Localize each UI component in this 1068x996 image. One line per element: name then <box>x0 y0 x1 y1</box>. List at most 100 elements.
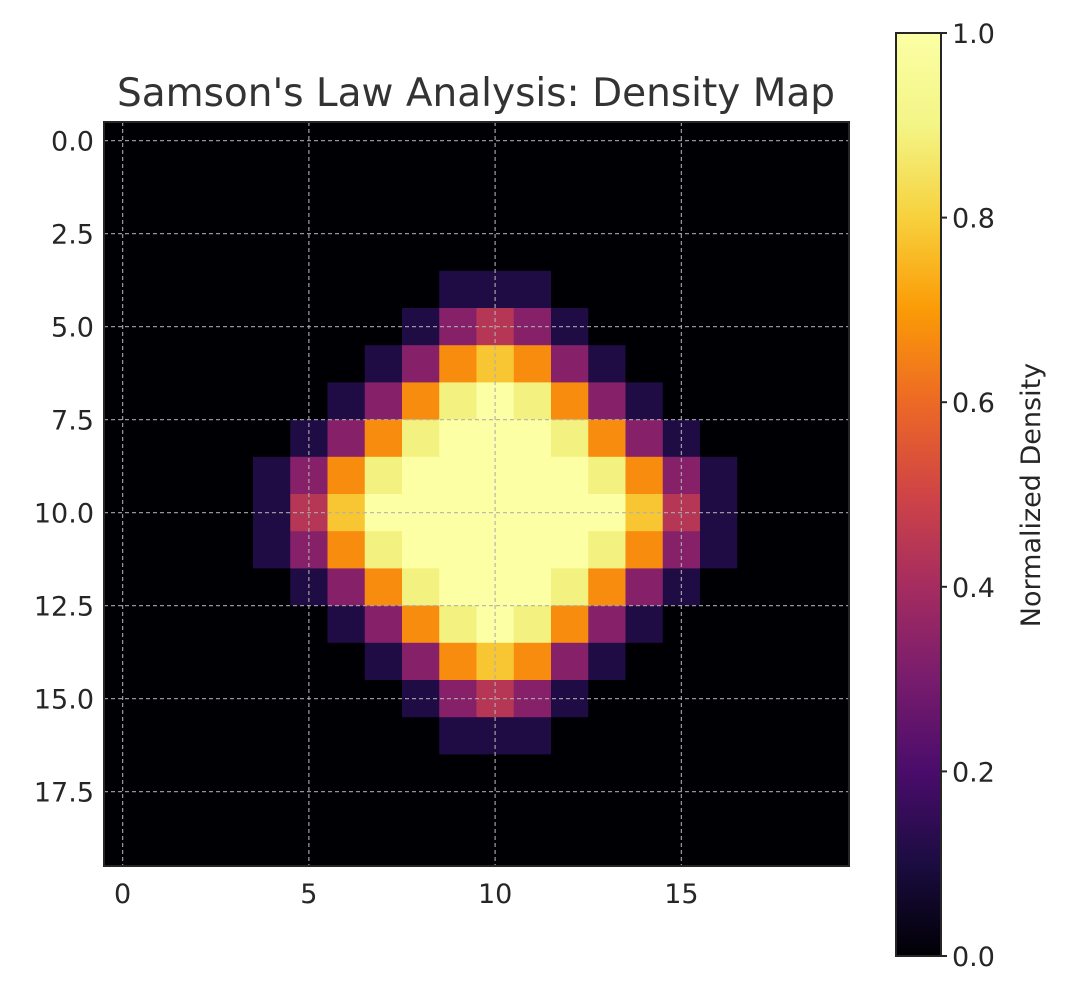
heatmap-cell <box>327 531 366 569</box>
grid-lines <box>104 122 849 866</box>
heatmap-cell <box>327 568 366 607</box>
y-tick-label: 12.5 <box>34 592 94 623</box>
heatmap-cell <box>364 754 403 793</box>
heatmap-cell <box>439 605 478 644</box>
heatmap-cell <box>588 494 627 532</box>
x-tick-label: 10 <box>478 879 512 910</box>
heatmap-cell <box>327 605 366 644</box>
heatmap-cell <box>700 382 738 421</box>
y-tick-label: 0.0 <box>51 127 94 158</box>
heatmap-cell <box>141 791 180 830</box>
heatmap-cell <box>737 791 776 830</box>
heatmap-cell <box>513 791 552 830</box>
heatmap-cell <box>178 345 217 383</box>
heatmap-cell <box>178 159 217 197</box>
heatmap-cell <box>551 456 589 495</box>
heatmap-cell <box>588 159 627 197</box>
heatmap-cell <box>588 456 627 495</box>
heatmap-cell <box>178 754 217 793</box>
heatmap-cell <box>551 754 589 793</box>
chart-title: Samson's Law Analysis: Density Map <box>117 71 835 116</box>
heatmap-cell <box>104 122 142 160</box>
heatmap-cell <box>402 382 440 421</box>
heatmap-cell <box>327 754 366 793</box>
heatmap-cell <box>551 196 589 235</box>
heatmap-cell <box>513 754 552 793</box>
heatmap-cell <box>327 456 366 495</box>
heatmap-cell <box>774 754 813 793</box>
heatmap-cell <box>625 605 664 644</box>
heatmap-cell <box>551 159 589 197</box>
heatmap-cell <box>513 642 552 681</box>
heatmap-cell <box>327 159 366 197</box>
heatmap-cell <box>774 791 813 830</box>
heatmap-cells <box>104 122 850 867</box>
heatmap-cell <box>551 717 589 755</box>
heatmap-cell <box>178 568 217 607</box>
heatmap-cell <box>364 345 403 383</box>
heatmap-cell <box>364 382 403 421</box>
heatmap-cell <box>700 717 738 755</box>
heatmap-cell <box>811 270 850 309</box>
heatmap-cell <box>551 345 589 383</box>
heatmap-cell <box>141 754 180 793</box>
heatmap-cell <box>811 419 850 458</box>
heatmap-cell <box>625 382 664 421</box>
heatmap-cell <box>178 456 217 495</box>
colorbar-gradient <box>895 32 942 957</box>
heatmap-cell <box>215 828 254 867</box>
heatmap-cell <box>551 270 589 309</box>
heatmap-cell <box>141 233 180 272</box>
x-tick-label: 5 <box>300 879 317 910</box>
heatmap-cell <box>774 828 813 867</box>
heatmap-cell <box>700 196 738 235</box>
heatmap-cell <box>215 419 254 458</box>
heatmap-cell <box>402 717 440 755</box>
heatmap-cell <box>364 791 403 830</box>
heatmap-cell <box>811 494 850 532</box>
heatmap-cell <box>402 754 440 793</box>
heatmap-cell <box>327 717 366 755</box>
heatmap-cell <box>439 419 478 458</box>
heatmap-cell <box>253 568 291 607</box>
heatmap-cell <box>327 233 366 272</box>
heatmap-cell <box>439 196 478 235</box>
heatmap-cell <box>811 680 850 718</box>
heatmap-cell <box>811 791 850 830</box>
heatmap-cell <box>178 605 217 644</box>
heatmap-cell <box>253 754 291 793</box>
heatmap-cell <box>439 791 478 830</box>
heatmap-cell <box>588 642 627 681</box>
colorbar-tick-label: 0.0 <box>952 942 995 973</box>
heatmap-cell <box>215 345 254 383</box>
heatmap-cell <box>513 828 552 867</box>
heatmap-cell <box>811 642 850 681</box>
heatmap-cell <box>439 159 478 197</box>
heatmap-cell <box>588 308 627 346</box>
heatmap-cell <box>327 642 366 681</box>
heatmap-cell <box>774 382 813 421</box>
heatmap-cell <box>588 605 627 644</box>
heatmap-cell <box>737 717 776 755</box>
heatmap-cell <box>141 568 180 607</box>
heatmap-cell <box>737 456 776 495</box>
heatmap-cell <box>327 270 366 309</box>
heatmap-cell <box>364 270 403 309</box>
heatmap-cell <box>215 754 254 793</box>
heatmap-cell <box>253 717 291 755</box>
heatmap-cell <box>253 531 291 569</box>
heatmap-cell <box>551 382 589 421</box>
heatmap-cell <box>774 456 813 495</box>
heatmap-cell <box>215 382 254 421</box>
heatmap-cell <box>104 717 142 755</box>
heatmap-cell <box>439 828 478 867</box>
heatmap-cell <box>737 605 776 644</box>
heatmap-cell <box>700 494 738 532</box>
colorbar-tick-label: 0.2 <box>952 757 995 788</box>
heatmap-cell <box>178 642 217 681</box>
heatmap-cell <box>811 456 850 495</box>
heatmap-cell <box>551 568 589 607</box>
heatmap-cell <box>811 308 850 346</box>
heatmap-cell <box>774 605 813 644</box>
